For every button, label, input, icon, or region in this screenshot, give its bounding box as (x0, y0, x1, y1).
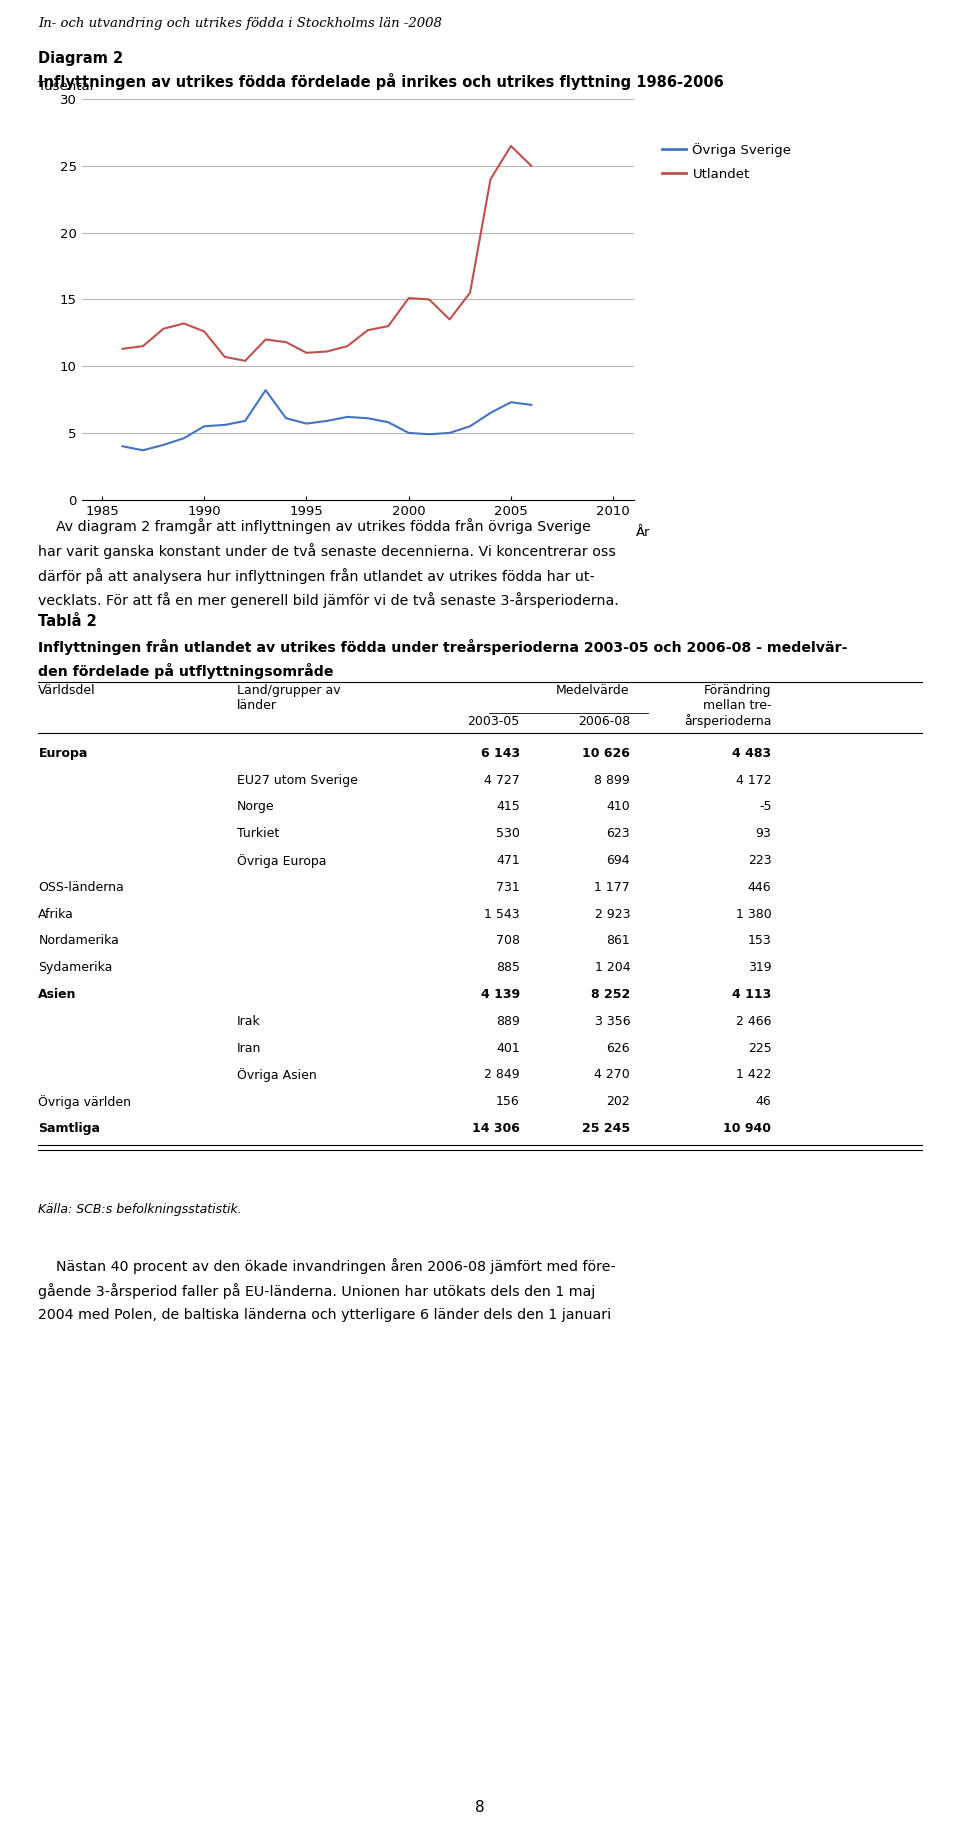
Text: Övriga världen: Övriga världen (38, 1095, 132, 1110)
Text: 4 727: 4 727 (484, 773, 519, 786)
Text: Norge: Norge (237, 801, 275, 814)
Text: 4 483: 4 483 (732, 746, 772, 761)
Text: 14 306: 14 306 (472, 1122, 519, 1135)
Text: gående 3-årsperiod faller på EU-länderna. Unionen har utökats dels den 1 maj: gående 3-årsperiod faller på EU-länderna… (38, 1282, 595, 1299)
Text: 3 356: 3 356 (594, 1014, 630, 1029)
Text: 4 113: 4 113 (732, 988, 772, 1001)
Text: Iran: Iran (237, 1042, 261, 1054)
Text: Inflyttningen från utlandet av utrikes födda under treårsperioderna 2003-05 och : Inflyttningen från utlandet av utrikes f… (38, 639, 848, 656)
Text: EU27 utom Sverige: EU27 utom Sverige (237, 773, 358, 786)
Text: Nordamerika: Nordamerika (38, 935, 119, 948)
Text: 153: 153 (748, 935, 772, 948)
Text: Samtliga: Samtliga (38, 1122, 101, 1135)
Text: 319: 319 (748, 961, 772, 974)
Text: Nästan 40 procent av den ökade invandringen åren 2006-08 jämfört med före-: Nästan 40 procent av den ökade invandrin… (38, 1258, 616, 1275)
Text: 8: 8 (475, 1800, 485, 1815)
Text: -5: -5 (759, 801, 772, 814)
Text: 889: 889 (496, 1014, 519, 1029)
Text: Diagram 2: Diagram 2 (38, 51, 124, 66)
Text: 1 422: 1 422 (736, 1069, 772, 1082)
Text: Av diagram 2 framgår att inflyttningen av utrikes födda från övriga Sverige: Av diagram 2 framgår att inflyttningen a… (38, 518, 591, 535)
Text: 1 543: 1 543 (484, 907, 519, 920)
Text: 2 923: 2 923 (594, 907, 630, 920)
Text: 415: 415 (496, 801, 519, 814)
Text: 731: 731 (496, 880, 519, 895)
Text: 156: 156 (496, 1095, 519, 1108)
Text: 25 245: 25 245 (582, 1122, 630, 1135)
Text: 225: 225 (748, 1042, 772, 1054)
Text: 401: 401 (496, 1042, 519, 1054)
Text: OSS-länderna: OSS-länderna (38, 880, 124, 895)
Text: Inflyttningen av utrikes födda fördelade på inrikes och utrikes flyttning 1986-2: Inflyttningen av utrikes födda fördelade… (38, 73, 724, 90)
Text: den fördelade på utflyttningsområde: den fördelade på utflyttningsområde (38, 663, 334, 680)
Text: 694: 694 (607, 854, 630, 867)
Text: 4 270: 4 270 (594, 1069, 630, 1082)
Text: 626: 626 (607, 1042, 630, 1054)
Text: 861: 861 (607, 935, 630, 948)
Text: Tablå 2: Tablå 2 (38, 614, 97, 628)
Text: Förändring
mellan tre-
årsperioderna: Förändring mellan tre- årsperioderna (684, 683, 772, 727)
Text: 885: 885 (495, 961, 519, 974)
Text: 6 143: 6 143 (481, 746, 519, 761)
Text: 202: 202 (607, 1095, 630, 1108)
Text: 10 626: 10 626 (583, 746, 630, 761)
Text: har varit ganska konstant under de två senaste decennierna. Vi koncentrerar oss: har varit ganska konstant under de två s… (38, 542, 616, 558)
Text: vecklats. För att få en mer generell bild jämför vi de två senaste 3-årsperioder: vecklats. För att få en mer generell bil… (38, 592, 619, 608)
Text: Asien: Asien (38, 988, 77, 1001)
Text: 2004 med Polen, de baltiska länderna och ytterligare 6 länder dels den 1 januari: 2004 med Polen, de baltiska länderna och… (38, 1308, 612, 1323)
Text: 8 899: 8 899 (594, 773, 630, 786)
Text: 93: 93 (756, 827, 772, 840)
Text: Sydamerika: Sydamerika (38, 961, 112, 974)
Text: Tusental: Tusental (38, 79, 94, 92)
Text: 1 204: 1 204 (594, 961, 630, 974)
Text: Världsdel: Världsdel (38, 683, 96, 696)
Text: Övriga Asien: Övriga Asien (237, 1069, 317, 1082)
Text: därför på att analysera hur inflyttningen från utlandet av utrikes födda har ut-: därför på att analysera hur inflyttninge… (38, 568, 595, 584)
Text: Källa: SCB:s befolkningsstatistik.: Källa: SCB:s befolkningsstatistik. (38, 1203, 242, 1216)
Text: 2006-08: 2006-08 (578, 715, 630, 727)
Text: 446: 446 (748, 880, 772, 895)
Text: Medelvärde: Medelvärde (556, 683, 630, 696)
Text: Europa: Europa (38, 746, 87, 761)
Text: Afrika: Afrika (38, 907, 74, 920)
Text: 708: 708 (495, 935, 519, 948)
Text: 1 177: 1 177 (594, 880, 630, 895)
Text: Övriga Europa: Övriga Europa (237, 854, 326, 867)
Legend: Övriga Sverige, Utlandet: Övriga Sverige, Utlandet (657, 138, 797, 186)
Text: 623: 623 (607, 827, 630, 840)
Text: År: År (636, 525, 651, 538)
Text: 10 940: 10 940 (724, 1122, 772, 1135)
Text: Irak: Irak (237, 1014, 261, 1029)
Text: 1 380: 1 380 (735, 907, 772, 920)
Text: Turkiet: Turkiet (237, 827, 279, 840)
Text: 410: 410 (607, 801, 630, 814)
Text: 2 849: 2 849 (484, 1069, 519, 1082)
Text: 4 139: 4 139 (481, 988, 519, 1001)
Text: 4 172: 4 172 (735, 773, 772, 786)
Text: 530: 530 (496, 827, 519, 840)
Text: 2003-05: 2003-05 (468, 715, 519, 727)
Text: 471: 471 (496, 854, 519, 867)
Text: 2 466: 2 466 (736, 1014, 772, 1029)
Text: 8 252: 8 252 (591, 988, 630, 1001)
Text: Land/grupper av
länder: Land/grupper av länder (237, 683, 341, 711)
Text: 223: 223 (748, 854, 772, 867)
Text: In- och utvandring och utrikes födda i Stockholms län -2008: In- och utvandring och utrikes födda i S… (38, 17, 443, 31)
Text: 46: 46 (756, 1095, 772, 1108)
